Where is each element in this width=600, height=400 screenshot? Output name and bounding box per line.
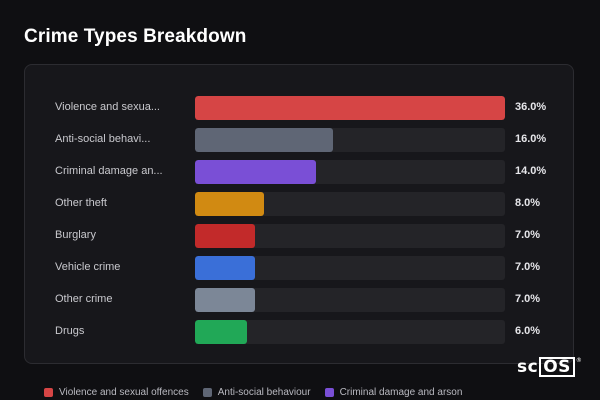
bar-value-label: 7.0% [515, 293, 541, 305]
bar-label: Other crime [55, 293, 113, 305]
legend-label: Anti-social behaviour [217, 387, 311, 398]
bar-track [195, 224, 505, 248]
bar-value-label: 7.0% [515, 229, 541, 241]
bar-label: Drugs [55, 325, 85, 337]
bar-label: Vehicle crime [55, 261, 121, 273]
legend-swatch [202, 388, 212, 397]
bar-value-label: 8.0% [515, 197, 541, 209]
bar-fill [195, 192, 264, 216]
bar-fill [195, 128, 333, 152]
bar-fill [195, 160, 316, 184]
bar-label: Burglary [55, 229, 96, 241]
bar-fill [195, 224, 255, 248]
bar-track [195, 160, 505, 184]
bar-label: Violence and sexua... [55, 101, 160, 113]
bar-row: Violence and sexua... 36.0% [25, 95, 573, 127]
bar-label: Other theft [55, 197, 107, 209]
legend-item: Anti-social behaviour [202, 387, 311, 398]
bar-row: Vehicle crime 7.0% [25, 255, 573, 287]
bar-fill [195, 288, 255, 312]
bar-fill [195, 96, 505, 120]
bar-value-label: 36.0% [515, 101, 547, 113]
bar-value-label: 14.0% [515, 165, 547, 177]
bar-value-label: 7.0% [515, 261, 541, 273]
logo-registered-mark: ® [575, 357, 583, 364]
bar-label: Criminal damage an... [55, 165, 163, 177]
chart-legend: Violence and sexual offences Anti-social … [44, 387, 462, 398]
bar-fill [195, 256, 255, 280]
bar-value-label: 6.0% [515, 325, 541, 337]
bar-row: Other theft 8.0% [25, 191, 573, 223]
bar-row: Anti-social behavi... 16.0% [25, 127, 573, 159]
bar-row: Other crime 7.0% [25, 287, 573, 319]
bar-rows: Violence and sexua... 36.0% Anti-social be… [25, 95, 573, 351]
logo-prefix: sc [517, 357, 539, 377]
chart-panel: Violence and sexua... 36.0% Anti-social be… [24, 64, 574, 364]
bar-track [195, 128, 505, 152]
logo-box: OS [539, 357, 575, 377]
legend-item: Criminal damage and arson [324, 387, 463, 398]
bar-row: Drugs 6.0% [25, 319, 573, 351]
bar-label: Anti-social behavi... [55, 133, 151, 145]
legend-swatch [324, 388, 334, 397]
legend-swatch [44, 388, 53, 397]
legend-label: Criminal damage and arson [339, 387, 463, 398]
legend-label: Violence and sexual offences [59, 387, 189, 398]
bar-value-label: 16.0% [515, 133, 547, 145]
bar-track [195, 96, 505, 120]
bar-track [195, 192, 505, 216]
legend-item: Violence and sexual offences [44, 387, 189, 398]
bar-row: Criminal damage an... 14.0% [25, 159, 573, 191]
scos-logo: sc OS ® [517, 357, 582, 377]
bar-track [195, 256, 505, 280]
bar-row: Burglary 7.0% [25, 223, 573, 255]
chart-title: Crime Types Breakdown [24, 26, 247, 47]
bar-track [195, 320, 505, 344]
bar-fill [195, 320, 247, 344]
bar-track [195, 288, 505, 312]
